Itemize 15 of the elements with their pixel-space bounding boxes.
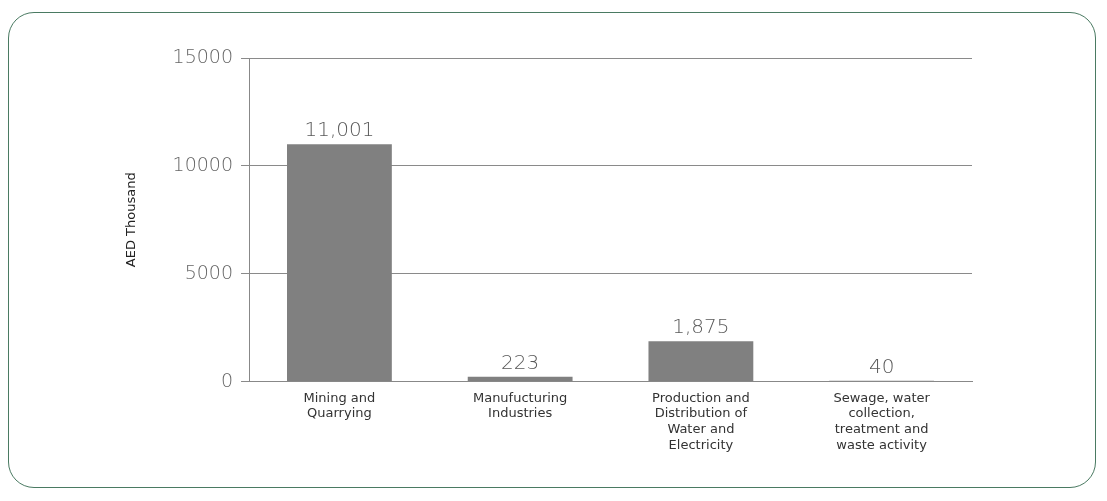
data-label: 11,001 bbox=[304, 117, 375, 142]
x-tick-label: Manufucturing Industries bbox=[472, 389, 568, 421]
bar bbox=[648, 341, 754, 382]
y-axis-title: AED Thousand bbox=[123, 172, 139, 268]
y-tick-label: 10000 bbox=[172, 152, 234, 175]
y-tick-label: 5000 bbox=[184, 260, 234, 283]
x-tick-label: Mining and Quarrying bbox=[303, 389, 376, 421]
bar bbox=[467, 376, 573, 382]
y-tick-label: 15000 bbox=[172, 44, 234, 67]
data-label: 1,875 bbox=[672, 314, 730, 339]
x-tick-label: Sewage, water collection, treatment and waste activity bbox=[833, 389, 931, 452]
x-tick-label: Production and Distribution of Water and Electricity bbox=[652, 389, 750, 452]
data-label: 223 bbox=[501, 349, 540, 374]
data-label: 40 bbox=[868, 353, 895, 378]
y-tick-label: 0 bbox=[220, 368, 234, 391]
